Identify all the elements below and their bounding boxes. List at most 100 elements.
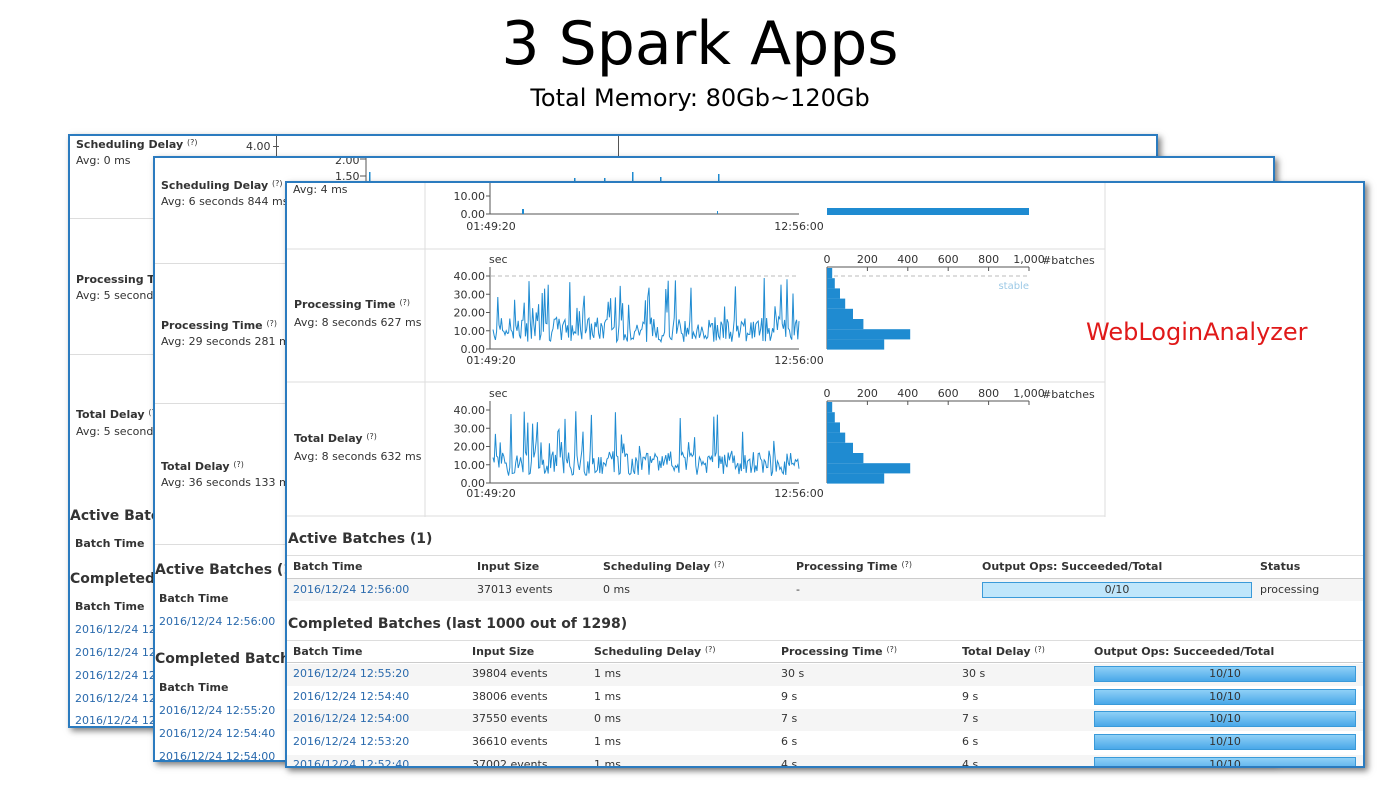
app3-batch-sched: 1 ms — [594, 735, 621, 749]
app3-hist-tick: 200 — [857, 253, 878, 266]
app3-hist-tick: 200 — [857, 387, 878, 400]
app3-y-tick: 20.00 — [454, 307, 486, 320]
app3-charts: 10.00 0.00 01:49:20 12:56:00 sec 40.00 30… — [287, 183, 1106, 517]
app3-active-ops-bar: 0/10 — [982, 582, 1252, 598]
app3-stable-label: stable — [998, 281, 1029, 292]
app3-processing-time-label: Processing Time (?) — [294, 298, 410, 311]
app3-completed-header[interactable]: Scheduling Delay (?) — [594, 645, 716, 658]
app2-total-delay-label: Total Delay (?) — [161, 460, 244, 473]
app3-batch-ops-bar: 10/10 — [1094, 756, 1356, 766]
app3-batch-total: 9 s — [962, 689, 979, 703]
app2-scheduling-delay-avg: Avg: 6 seconds 844 ms — [161, 195, 289, 208]
app2-y-tick: 1.50 — [335, 170, 360, 183]
app1-batch-link[interactable]: 2016/12/24 12:5 — [75, 623, 167, 636]
app3-total-x-end: 12:56:00 — [774, 487, 823, 500]
app3-hist-tick: 400 — [897, 253, 918, 266]
app3-total-delay-label: Total Delay (?) — [294, 432, 377, 445]
app2-completed-batches-title: Completed Batches — [155, 651, 308, 667]
app3-batch-total: 6 s — [962, 735, 979, 749]
app3-batch-input: 37550 events — [472, 712, 548, 726]
app3-active-header[interactable]: Scheduling Delay (?) — [603, 560, 725, 573]
app3-hist-tick: 600 — [938, 253, 959, 266]
app3-batch-link[interactable]: 2016/12/24 12:54:40 — [293, 689, 410, 703]
app3-hist-tick: 0 — [824, 253, 831, 266]
app3-y-tick: 0.00 — [461, 477, 486, 490]
app3-batch-input: 38006 events — [472, 689, 548, 703]
app2-batch-link[interactable]: 2016/12/24 12:54:00 — [159, 750, 276, 762]
app3-active-header[interactable]: Processing Time (?) — [796, 560, 912, 573]
app3-y-tick: 30.00 — [454, 422, 486, 435]
webloginanalyzer-label: WebLoginAnalyzer — [1086, 318, 1308, 346]
app3-batch-ops-bar: 10/10 — [1094, 688, 1356, 705]
app1-y-tick: 4.00 — [246, 140, 271, 153]
app1-active-batches-title: Active Batch — [70, 508, 170, 524]
app3-y-tick: 40.00 — [454, 270, 486, 283]
app3-batch-ops-bar: 10/10 — [1094, 666, 1356, 682]
app3-batch-link[interactable]: 2016/12/24 12:54:00 — [293, 712, 410, 726]
app3-batch-link[interactable]: 2016/12/24 12:52:40 — [293, 757, 410, 768]
slide-title: 3 Spark Apps — [501, 9, 899, 79]
app3-batch-input: 39804 events — [472, 667, 548, 680]
app2-batch-link[interactable]: 2016/12/24 12:54:40 — [159, 727, 276, 740]
slide-subtitle: Total Memory: 80Gb~120Gb — [530, 84, 870, 112]
app3-completed-header[interactable]: Processing Time (?) — [781, 645, 897, 658]
app1-batch-link[interactable]: 2016/12/24 12:5 — [75, 669, 167, 682]
app3-proc-x-start: 01:49:20 — [466, 354, 515, 367]
app3-total-y-unit: sec — [489, 387, 508, 400]
app3-batch-total: 4 s — [962, 757, 979, 768]
app1-active-batch-time-header: Batch Time — [75, 537, 145, 550]
app3-active-proc: - — [796, 583, 800, 596]
app2-batch-link[interactable]: 2016/12/24 12:55:20 — [159, 704, 276, 717]
app3-active-batches-title: Active Batches (1) — [288, 531, 433, 547]
app3-active-header[interactable]: Output Ops: Succeeded/Total — [982, 560, 1163, 573]
app3-hist-tick: 800 — [978, 387, 999, 400]
app3-batch-sched: 0 ms — [594, 712, 621, 726]
app3-y-tick: 40.00 — [454, 404, 486, 417]
app3-completed-header[interactable]: Output Ops: Succeeded/Total — [1094, 645, 1275, 658]
app3-screenshot: 10.00 0.00 01:49:20 12:56:00 sec 40.00 30… — [285, 181, 1365, 768]
app1-completed-batch-time-header: Batch Time — [75, 600, 145, 613]
app3-total-delay-avg: Avg: 8 seconds 632 ms — [294, 450, 422, 463]
app3-completed-batches-title: Completed Batches (last 1000 out of 1298… — [288, 616, 628, 632]
app2-active-batches-title: Active Batches (1) — [155, 562, 300, 578]
app2-completed-batch-time-header: Batch Time — [159, 681, 229, 694]
app3-processing-time-chart: sec 40.00 30.00 20.00 10.00 0.00 01:49:20 12… — [454, 253, 1096, 367]
app2-active-batch-link[interactable]: 2016/12/24 12:56:00 — [159, 615, 276, 628]
app3-proc-x-end: 12:56:00 — [774, 354, 823, 367]
app3-scheduling-delay-avg: Avg: 4 ms — [293, 183, 348, 196]
app3-completed-header[interactable]: Input Size — [472, 645, 535, 658]
app3-hist-tick: 400 — [897, 387, 918, 400]
app3-total-hist-unit: #batches — [1042, 388, 1095, 401]
app3-batch-proc: 4 s — [781, 757, 798, 768]
app3-sched-hist-bar — [827, 208, 1029, 215]
app3-completed-header[interactable]: Total Delay (?) — [962, 645, 1045, 658]
app3-active-header[interactable]: Batch Time — [293, 560, 363, 573]
app3-batch-ops-bar: 10/10 — [1094, 734, 1356, 751]
app2-scheduling-delay-label: Scheduling Delay (?) — [161, 179, 283, 192]
app3-y-tick: 30.00 — [454, 288, 486, 301]
app1-scheduling-delay-label: Scheduling Delay (?) — [76, 138, 198, 151]
app3-batch-proc: 9 s — [781, 689, 798, 703]
app3-y-tick: 0.00 — [461, 343, 486, 356]
app3-scheduling-delay-chart: 10.00 0.00 01:49:20 12:56:00 — [454, 183, 1029, 233]
app3-active-header[interactable]: Status — [1260, 560, 1301, 573]
app3-total-delay-chart: sec 40.00 30.00 20.00 10.00 0.00 01:49:20 12… — [454, 387, 1096, 500]
app3-active-header[interactable]: Input Size — [477, 560, 540, 573]
app3-batch-link[interactable]: 2016/12/24 12:53:20 — [293, 735, 410, 749]
app3-sched-y-tick: 0.00 — [461, 208, 486, 221]
app3-active-batch-link[interactable]: 2016/12/24 12:56:00 — [293, 583, 410, 596]
app3-batch-total: 30 s — [962, 667, 986, 680]
app3-sched-y-tick: 10.00 — [454, 190, 486, 203]
app3-hist-tick: 1,000 — [1013, 253, 1045, 266]
app3-x-tick-start: 01:49:20 — [466, 220, 515, 233]
app3-batch-ops-bar: 10/10 — [1094, 711, 1356, 728]
app1-batch-link[interactable]: 2016/12/24 12:5 — [75, 714, 167, 727]
app1-batch-link[interactable]: 2016/12/24 12:5 — [75, 646, 167, 659]
app1-total-delay-label: Total Delay (?) — [76, 408, 159, 421]
app1-batch-link[interactable]: 2016/12/24 12:5 — [75, 692, 167, 705]
app3-hist-tick: 1,000 — [1013, 387, 1045, 400]
app3-completed-header[interactable]: Batch Time — [293, 645, 363, 658]
app3-y-tick: 10.00 — [454, 325, 486, 338]
app3-total-x-start: 01:49:20 — [466, 487, 515, 500]
app3-batch-link[interactable]: 2016/12/24 12:55:20 — [293, 667, 410, 680]
